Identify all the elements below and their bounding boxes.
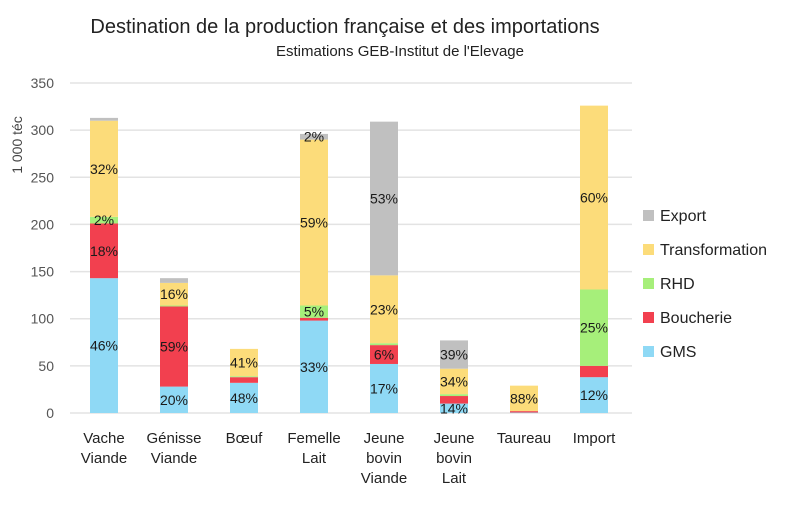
x-tick-label: Lait — [302, 450, 327, 467]
y-tick-label: 200 — [31, 216, 55, 232]
data-label: 2% — [304, 129, 324, 145]
legend-item-export: Export — [643, 208, 707, 225]
bar-segment-rhd — [160, 306, 188, 307]
data-label: 25% — [580, 320, 608, 336]
legend-label: Export — [660, 208, 707, 225]
x-tick-label: Viande — [81, 450, 127, 467]
data-label: 20% — [160, 392, 188, 408]
data-label: 60% — [580, 190, 608, 206]
y-tick-label: 50 — [38, 358, 54, 374]
y-tick-label: 300 — [31, 122, 55, 138]
y-tick-label: 150 — [31, 264, 55, 280]
data-label: 23% — [370, 301, 398, 317]
legend-swatch — [643, 312, 654, 323]
data-label: 48% — [230, 390, 258, 406]
data-label: 59% — [160, 339, 188, 355]
y-tick-label: 100 — [31, 311, 55, 327]
x-tick-label: Femelle — [287, 430, 340, 447]
bar-segment-boucherie — [230, 377, 258, 383]
legend-swatch — [643, 210, 654, 221]
bar-segment-boucherie — [510, 411, 538, 412]
data-label: 16% — [160, 286, 188, 302]
x-tick-label: Import — [573, 430, 616, 447]
data-label: 34% — [440, 373, 468, 389]
legend-label: RHD — [660, 276, 695, 293]
data-label: 17% — [370, 380, 398, 396]
chart-subtitle: Estimations GEB-Institut de l'Elevage — [276, 43, 524, 60]
legend-label: GMS — [660, 344, 696, 361]
x-tick-label: Viande — [151, 450, 197, 467]
bar-segment-boucherie — [580, 366, 608, 377]
x-tick-label: Génisse — [146, 430, 201, 447]
legend-item-boucherie: Boucherie — [643, 310, 732, 327]
x-tick-label: Jeune — [434, 430, 475, 447]
data-label: 53% — [370, 191, 398, 207]
data-label: 39% — [440, 347, 468, 363]
x-tick-label: bovin — [366, 450, 402, 467]
bar-segment-rhd — [440, 394, 468, 396]
data-label: 88% — [510, 390, 538, 406]
data-label: 14% — [440, 400, 468, 416]
bar-segment-export — [160, 278, 188, 283]
legend-item-rhd: RHD — [643, 276, 695, 293]
legend-label: Transformation — [660, 242, 767, 259]
legend-item-gms: GMS — [643, 344, 696, 361]
data-label: 46% — [90, 338, 118, 354]
data-label: 33% — [300, 359, 328, 375]
bar-segment-rhd — [370, 343, 398, 345]
bar-segment-rhd — [230, 376, 258, 377]
x-tick-label: bovin — [436, 450, 472, 467]
legend-item-transformation: Transformation — [643, 242, 767, 259]
data-label: 32% — [90, 161, 118, 177]
y-axis-label: 1 000 téc — [9, 116, 25, 174]
data-label: 18% — [90, 243, 118, 259]
legend-label: Boucherie — [660, 310, 732, 327]
data-label: 59% — [300, 215, 328, 231]
x-tick-label: Jeune — [364, 430, 405, 447]
legend-swatch — [643, 244, 654, 255]
x-tick-label: Viande — [361, 470, 407, 487]
bar-segment-export — [90, 118, 118, 121]
data-label: 6% — [374, 347, 394, 363]
x-tick-label: Taureau — [497, 430, 551, 447]
x-tick-label: Vache — [83, 430, 124, 447]
y-tick-label: 0 — [46, 405, 54, 421]
data-label: 12% — [580, 387, 608, 403]
legend-swatch — [643, 346, 654, 357]
data-label: 5% — [304, 304, 324, 320]
y-tick-label: 350 — [31, 75, 55, 91]
x-tick-label: Bœuf — [226, 430, 264, 447]
data-label: 2% — [94, 212, 114, 228]
data-label: 41% — [230, 355, 258, 371]
x-tick-label: Lait — [442, 470, 467, 487]
chart-title: Destination de la production française e… — [90, 16, 599, 38]
legend-swatch — [643, 278, 654, 289]
y-tick-label: 250 — [31, 169, 55, 185]
